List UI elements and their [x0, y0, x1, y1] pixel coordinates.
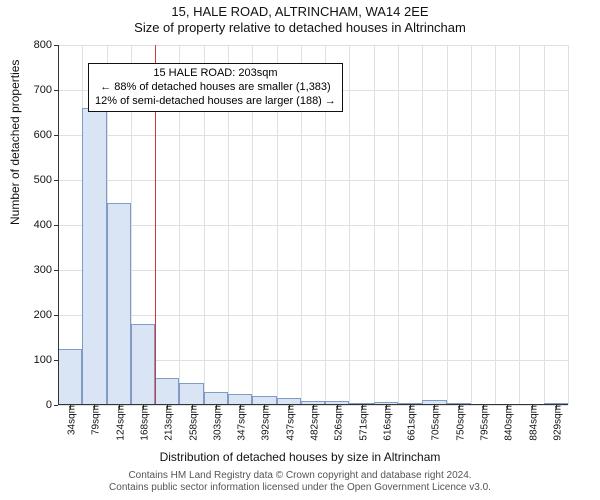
x-tick-label: 34sqm [63, 405, 78, 435]
y-tick-label: 400 [34, 219, 58, 231]
x-tick-label: 303sqm [208, 405, 223, 441]
annotation-box: 15 HALE ROAD: 203sqm← 88% of detached ho… [88, 63, 343, 112]
histogram-bar [131, 324, 155, 405]
annotation-line: 15 HALE ROAD: 203sqm [95, 67, 336, 81]
page-subtitle: Size of property relative to detached ho… [0, 20, 600, 36]
x-tick-label: 616sqm [378, 405, 393, 441]
histogram-bar [82, 108, 106, 405]
x-tick-label: 79sqm [87, 405, 102, 435]
x-tick-label: 392sqm [257, 405, 272, 441]
x-gridline [349, 45, 350, 405]
x-tick-label: 437sqm [281, 405, 296, 441]
y-tick-label: 700 [34, 84, 58, 96]
y-axis-label: Number of detached properties [8, 60, 22, 225]
y-tick-label: 800 [34, 39, 58, 51]
x-gridline [495, 45, 496, 405]
x-tick-label: 571sqm [354, 405, 369, 441]
x-tick-label: 705sqm [427, 405, 442, 441]
y-tick-label: 300 [34, 264, 58, 276]
x-tick-label: 750sqm [451, 405, 466, 441]
page-title: 15, HALE ROAD, ALTRINCHAM, WA14 2EE [0, 0, 600, 20]
x-gridline [544, 45, 545, 405]
y-tick-label: 600 [34, 129, 58, 141]
y-gridline [58, 45, 568, 46]
x-gridline [398, 45, 399, 405]
footer-line-2: Contains public sector information licen… [0, 482, 600, 494]
y-tick-label: 0 [46, 399, 58, 411]
y-gridline [58, 270, 568, 271]
x-tick-label: 884sqm [524, 405, 539, 441]
y-axis-line [58, 45, 59, 405]
x-tick-label: 795sqm [476, 405, 491, 441]
x-tick-label: 482sqm [306, 405, 321, 441]
x-tick-label: 124sqm [111, 405, 126, 441]
x-gridline [568, 45, 569, 405]
x-gridline [374, 45, 375, 405]
y-gridline [58, 225, 568, 226]
footer-line-1: Contains HM Land Registry data © Crown c… [0, 470, 600, 482]
histogram-bar [155, 378, 179, 405]
annotation-line: 12% of semi-detached houses are larger (… [95, 95, 336, 109]
histogram-bar [58, 349, 82, 405]
x-tick-label: 840sqm [500, 405, 515, 441]
x-gridline [422, 45, 423, 405]
y-gridline [58, 135, 568, 136]
x-gridline [471, 45, 472, 405]
x-tick-label: 347sqm [233, 405, 248, 441]
y-tick-label: 500 [34, 174, 58, 186]
y-gridline [58, 180, 568, 181]
histogram-bar [204, 392, 228, 406]
x-tick-label: 213sqm [160, 405, 175, 441]
histogram-chart: 15 HALE ROAD: 203sqm← 88% of detached ho… [58, 45, 568, 405]
histogram-bar [107, 203, 131, 406]
y-gridline [58, 315, 568, 316]
y-tick-label: 200 [34, 309, 58, 321]
x-tick-label: 661sqm [403, 405, 418, 441]
x-tick-label: 526sqm [330, 405, 345, 441]
x-gridline [519, 45, 520, 405]
histogram-bar [179, 383, 203, 406]
x-tick-label: 168sqm [136, 405, 151, 441]
annotation-line: ← 88% of detached houses are smaller (1,… [95, 81, 336, 95]
y-tick-label: 100 [34, 354, 58, 366]
x-tick-label: 258sqm [184, 405, 199, 441]
x-gridline [447, 45, 448, 405]
x-tick-label: 929sqm [548, 405, 563, 441]
x-axis-label: Distribution of detached houses by size … [0, 450, 600, 464]
